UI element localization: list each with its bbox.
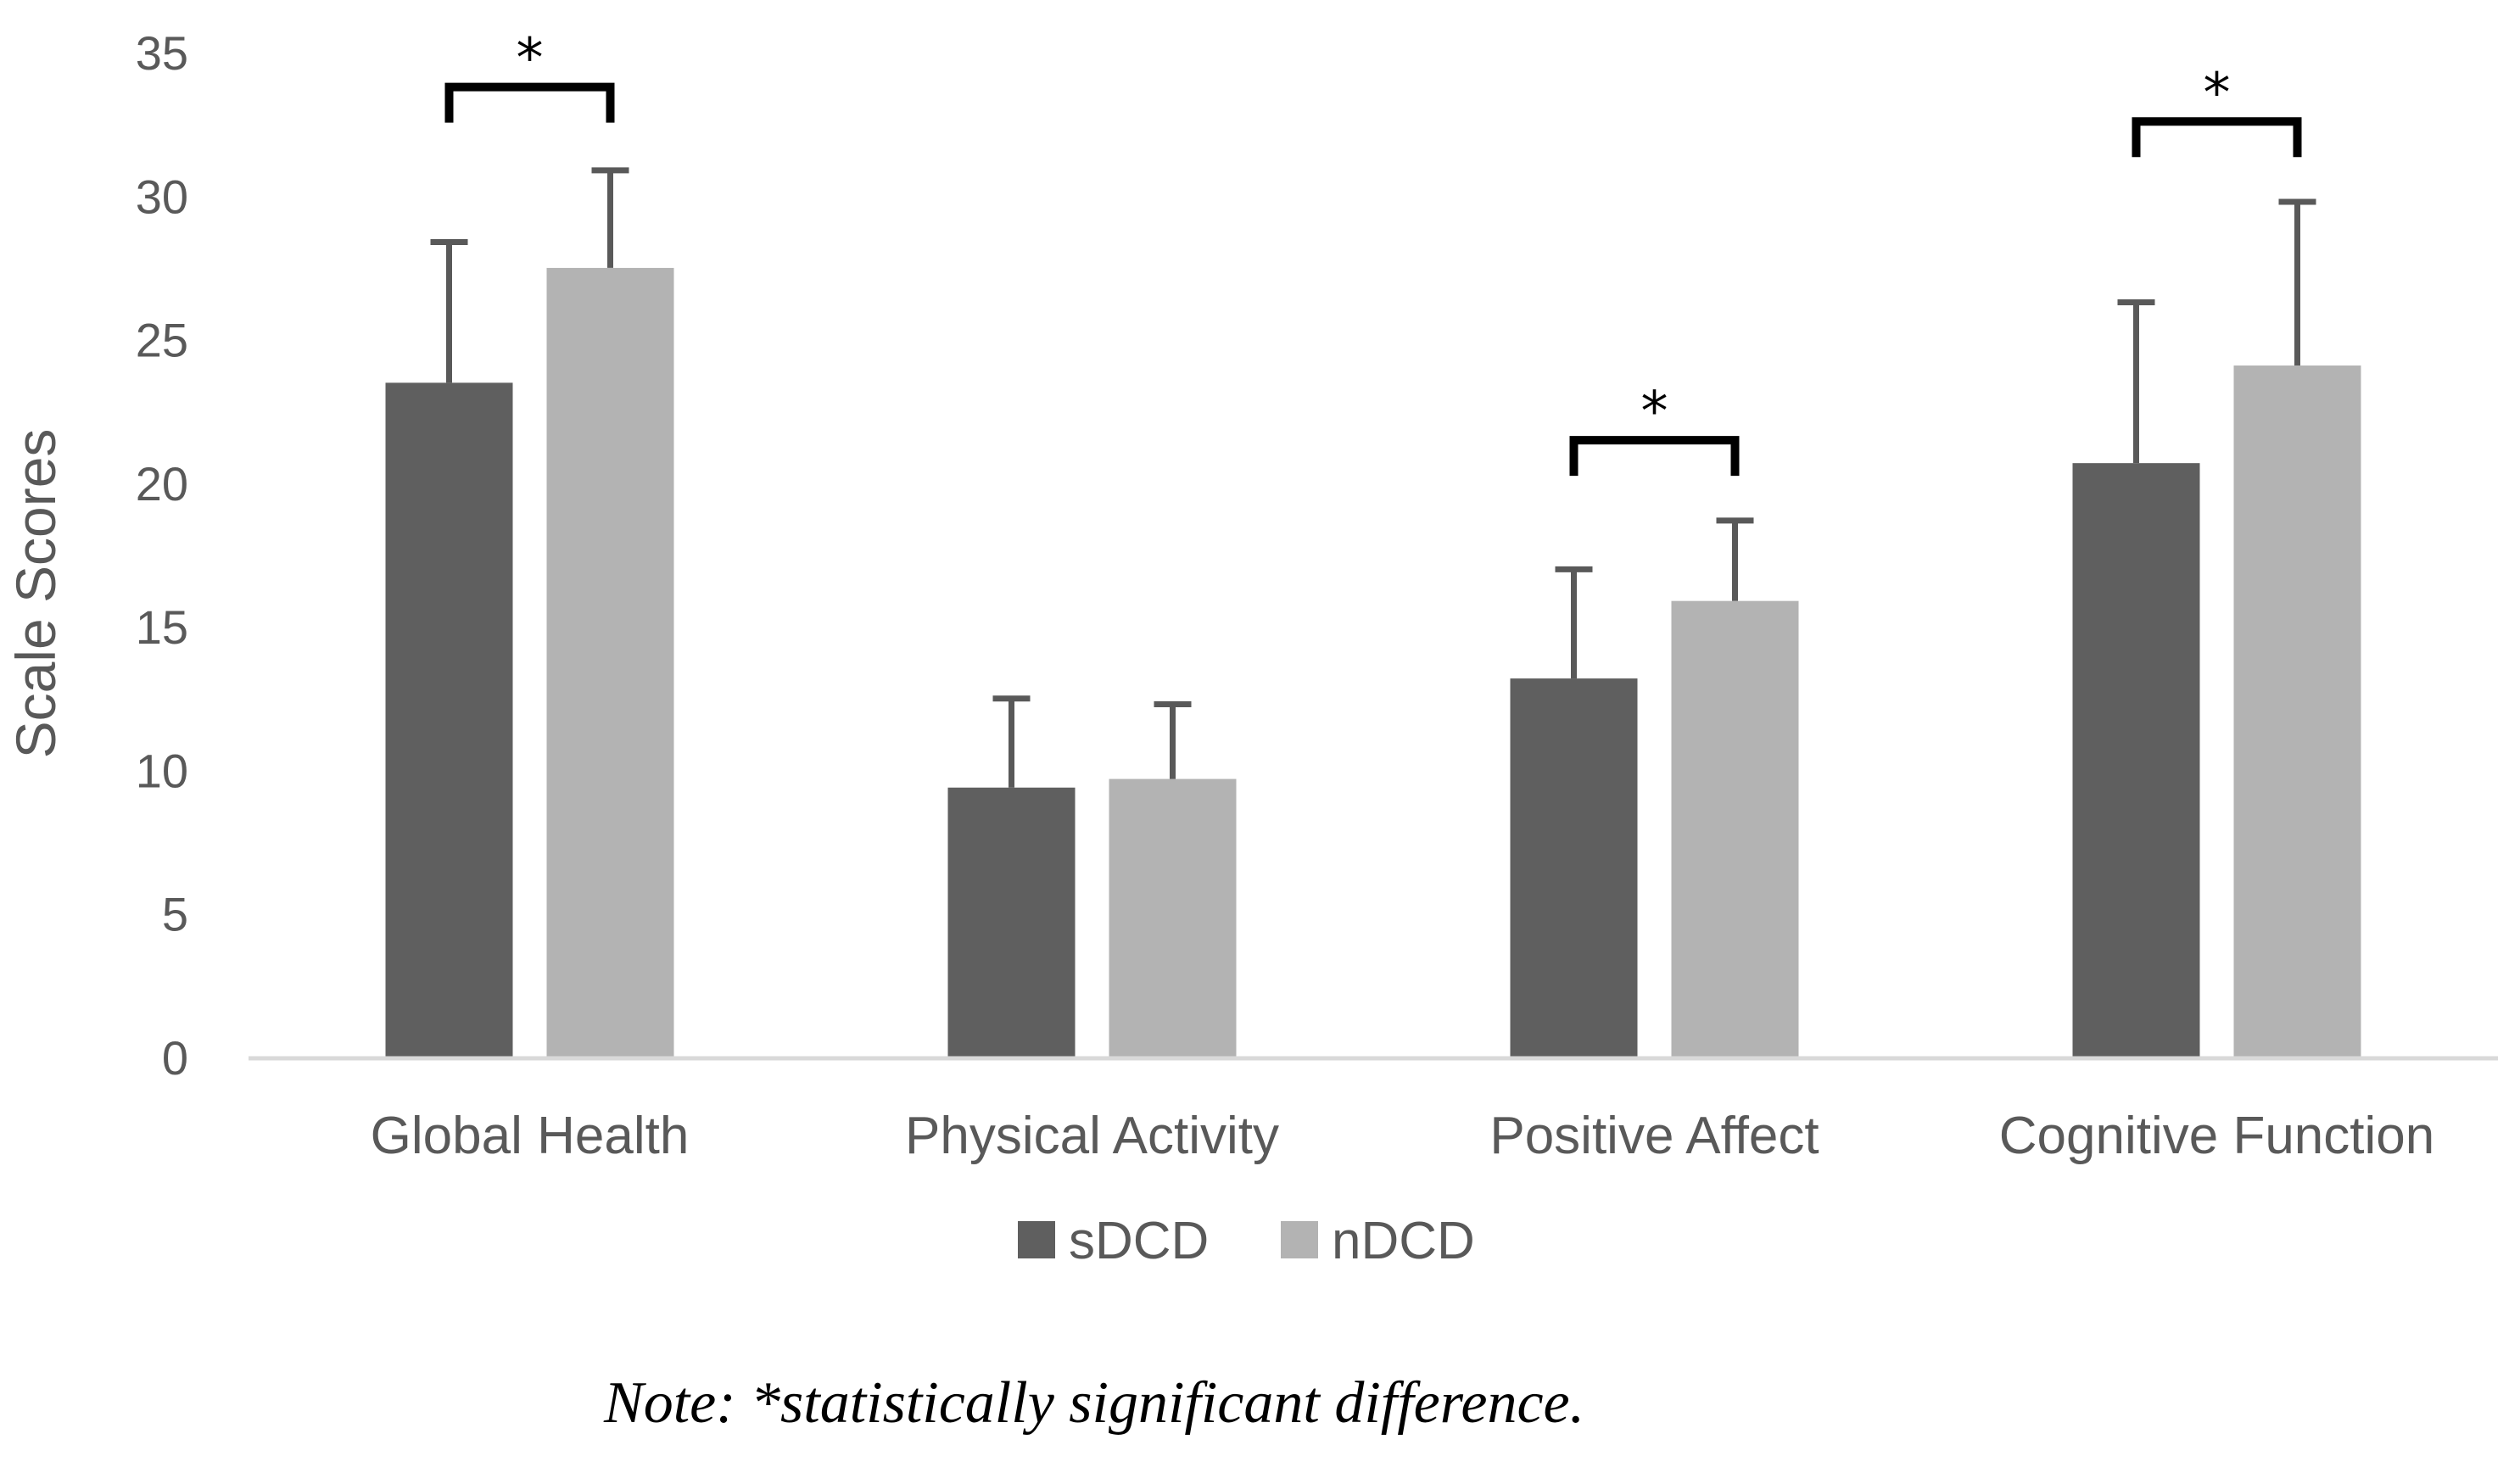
- x-tick-label-2: Positive Affect: [1489, 1107, 1819, 1165]
- bar-ndcd-3: [2233, 365, 2361, 1057]
- y-tick-label-20: 20: [136, 457, 188, 510]
- bar-ndcd-2: [1671, 600, 1799, 1057]
- significance-star-2: *: [2204, 62, 2231, 125]
- y-tick-label-35: 35: [136, 26, 188, 80]
- y-tick-label-5: 5: [162, 888, 188, 941]
- footnote: Note: *statistically significant differe…: [604, 1370, 1585, 1436]
- legend-swatch-ndcd: [1281, 1221, 1318, 1258]
- significance-bracket-2: [2132, 117, 2302, 158]
- significance-bracket-0: [444, 82, 615, 123]
- x-tick-label-3: Cognitive Function: [1999, 1107, 2435, 1165]
- y-tick-label-15: 15: [136, 600, 188, 654]
- bar-sdcd-0: [385, 382, 513, 1057]
- x-tick-label-1: Physical Activity: [905, 1107, 1279, 1165]
- significance-star-0: *: [517, 28, 544, 91]
- bar-sdcd-2: [1510, 678, 1638, 1057]
- legend-label-sdcd: sDCD: [1069, 1212, 1209, 1270]
- bar-sdcd-1: [947, 787, 1076, 1057]
- y-axis-title: Scale Scores: [4, 429, 67, 759]
- significance-bracket-1: [1569, 436, 1740, 477]
- significance-star-1: *: [1641, 381, 1668, 444]
- y-tick-label-25: 25: [136, 314, 188, 367]
- x-tick-label-0: Global Health: [371, 1107, 690, 1165]
- bar-ndcd-1: [1109, 778, 1237, 1057]
- y-tick-label-30: 30: [136, 170, 188, 223]
- y-tick-label-10: 10: [136, 744, 188, 797]
- y-tick-label-0: 0: [162, 1031, 188, 1085]
- bar-sdcd-3: [2072, 463, 2200, 1057]
- legend-label-ndcd: nDCD: [1332, 1212, 1475, 1270]
- bar-ndcd-0: [546, 267, 674, 1057]
- legend-swatch-sdcd: [1018, 1221, 1055, 1258]
